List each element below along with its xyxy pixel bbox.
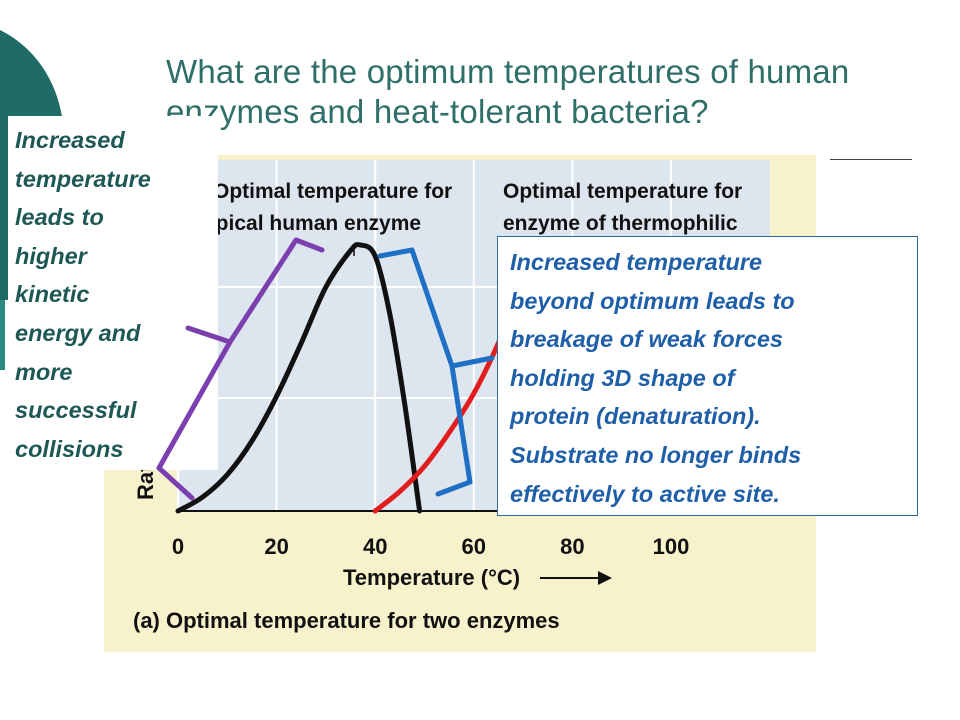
right-annotation-line: breakage of weak forces <box>510 326 783 353</box>
x-axis-arrow-head <box>598 571 612 585</box>
slide-title: What are the optimum temperatures of hum… <box>166 53 850 130</box>
right-annotation-line: effectively to active site. <box>510 480 780 507</box>
left-annotation-text: Increased temperature leads to higher ki… <box>15 121 215 468</box>
x-tick-label: 80 <box>560 534 584 559</box>
x-axis-label: Temperature (°C) <box>343 565 520 590</box>
right-annotation-line: Increased temperature <box>510 249 763 275</box>
right-annotation-line: protein (denaturation). <box>510 403 761 430</box>
left-annotation-line: kinetic <box>15 281 90 308</box>
right-annotation-line: holding 3D shape of <box>510 364 735 391</box>
left-annotation-line: energy and <box>15 319 141 346</box>
left-annotation-line: temperature <box>15 165 151 192</box>
left-annotation-line: more <box>15 358 73 385</box>
right-annotation-line: beyond optimum leads to <box>510 287 795 314</box>
left-annotation-line: successful <box>15 397 137 424</box>
x-tick-labels: 0 20 40 60 80 100 <box>172 534 689 559</box>
right-annotation-text: Increased temperature beyond optimum lea… <box>510 243 915 513</box>
legend-human-line2: typical human enzyme <box>197 212 421 235</box>
right-annotation-line: Substrate no longer binds <box>510 441 802 468</box>
title-underline <box>830 159 912 160</box>
x-tick-label: 100 <box>653 534 690 559</box>
figure-caption: (a) Optimal temperature for two enzymes <box>133 608 560 633</box>
left-annotation-line: collisions <box>15 435 124 462</box>
x-tick-label: 0 <box>172 534 184 559</box>
legend-human-line1: Optimal temperature for <box>213 180 452 203</box>
legend-thermo-line1: Optimal temperature for <box>503 180 742 203</box>
teal-accent-bar <box>0 300 5 370</box>
left-annotation-line: leads to <box>15 204 104 231</box>
left-annotation-line: higher <box>15 242 87 269</box>
right-annotation-box <box>497 236 918 516</box>
x-tick-label: 40 <box>363 534 387 559</box>
x-tick-label: 20 <box>264 534 288 559</box>
legend-thermo-line2: enzyme of thermophilic <box>503 212 738 235</box>
x-tick-label: 60 <box>462 534 486 559</box>
left-annotation-line: Increased <box>15 127 125 153</box>
